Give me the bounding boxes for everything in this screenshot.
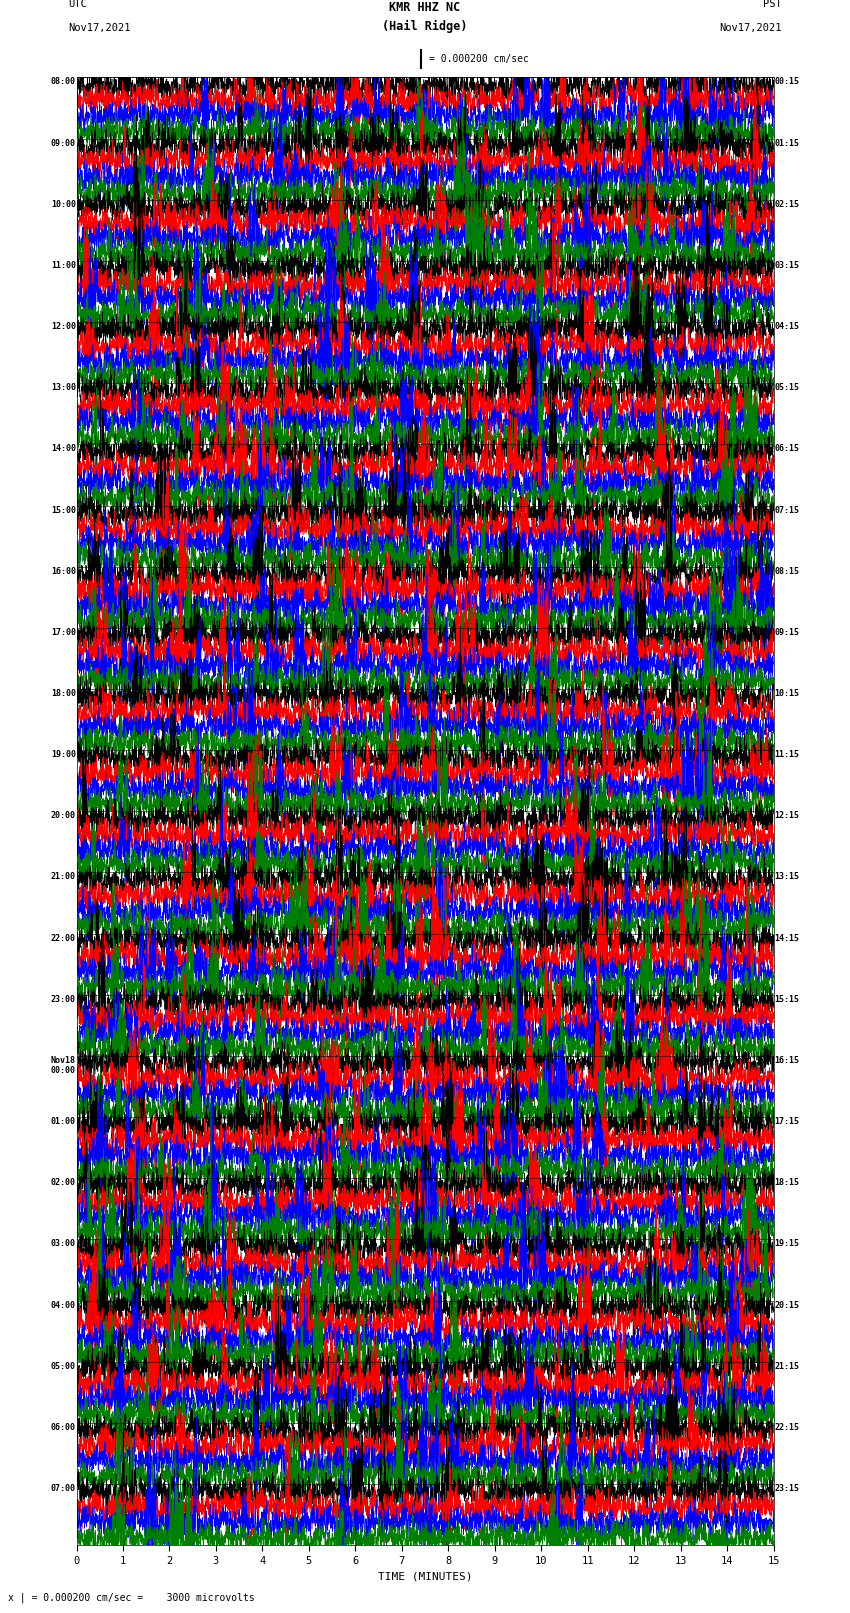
Text: 18:00: 18:00	[51, 689, 76, 698]
Text: 09:15: 09:15	[774, 627, 799, 637]
Text: 11:15: 11:15	[774, 750, 799, 760]
Text: 10:00: 10:00	[51, 200, 76, 208]
Text: 22:15: 22:15	[774, 1423, 799, 1432]
Text: 23:15: 23:15	[774, 1484, 799, 1494]
Text: KMR HHZ NC: KMR HHZ NC	[389, 2, 461, 15]
Text: (Hail Ridge): (Hail Ridge)	[382, 21, 468, 34]
Text: Nov17,2021: Nov17,2021	[719, 23, 782, 34]
Text: 15:15: 15:15	[774, 995, 799, 1003]
Text: UTC: UTC	[68, 0, 87, 10]
Text: 02:15: 02:15	[774, 200, 799, 208]
Text: 18:15: 18:15	[774, 1177, 799, 1187]
Text: 21:00: 21:00	[51, 873, 76, 881]
Text: 16:15: 16:15	[774, 1057, 799, 1065]
Text: 01:15: 01:15	[774, 139, 799, 147]
Text: 15:00: 15:00	[51, 505, 76, 515]
Text: 07:00: 07:00	[51, 1484, 76, 1494]
Text: 04:15: 04:15	[774, 323, 799, 331]
Text: 20:15: 20:15	[774, 1300, 799, 1310]
Text: 04:00: 04:00	[51, 1300, 76, 1310]
Text: 09:00: 09:00	[51, 139, 76, 147]
Text: 00:15: 00:15	[774, 77, 799, 87]
Text: 05:15: 05:15	[774, 384, 799, 392]
Text: 13:15: 13:15	[774, 873, 799, 881]
Text: 02:00: 02:00	[51, 1177, 76, 1187]
Text: 14:15: 14:15	[774, 934, 799, 942]
Text: 23:00: 23:00	[51, 995, 76, 1003]
Text: x | = 0.000200 cm/sec =    3000 microvolts: x | = 0.000200 cm/sec = 3000 microvolts	[8, 1592, 255, 1603]
Text: 19:15: 19:15	[774, 1239, 799, 1248]
Text: = 0.000200 cm/sec: = 0.000200 cm/sec	[429, 55, 529, 65]
Text: 12:00: 12:00	[51, 323, 76, 331]
Text: 08:00: 08:00	[51, 77, 76, 87]
Text: 19:00: 19:00	[51, 750, 76, 760]
Text: 07:15: 07:15	[774, 505, 799, 515]
Text: 13:00: 13:00	[51, 384, 76, 392]
X-axis label: TIME (MINUTES): TIME (MINUTES)	[377, 1571, 473, 1581]
Text: 01:00: 01:00	[51, 1118, 76, 1126]
Text: 17:15: 17:15	[774, 1118, 799, 1126]
Text: 20:00: 20:00	[51, 811, 76, 821]
Text: 12:15: 12:15	[774, 811, 799, 821]
Text: 22:00: 22:00	[51, 934, 76, 942]
Text: 14:00: 14:00	[51, 444, 76, 453]
Text: PST: PST	[763, 0, 782, 10]
Text: 03:15: 03:15	[774, 261, 799, 269]
Text: 16:00: 16:00	[51, 566, 76, 576]
Text: 08:15: 08:15	[774, 566, 799, 576]
Text: 05:00: 05:00	[51, 1361, 76, 1371]
Text: 21:15: 21:15	[774, 1361, 799, 1371]
Text: Nov18
00:00: Nov18 00:00	[51, 1057, 76, 1076]
Text: Nov17,2021: Nov17,2021	[68, 23, 131, 34]
Text: 11:00: 11:00	[51, 261, 76, 269]
Text: 03:00: 03:00	[51, 1239, 76, 1248]
Text: 17:00: 17:00	[51, 627, 76, 637]
Text: 06:15: 06:15	[774, 444, 799, 453]
Text: 10:15: 10:15	[774, 689, 799, 698]
Text: 06:00: 06:00	[51, 1423, 76, 1432]
